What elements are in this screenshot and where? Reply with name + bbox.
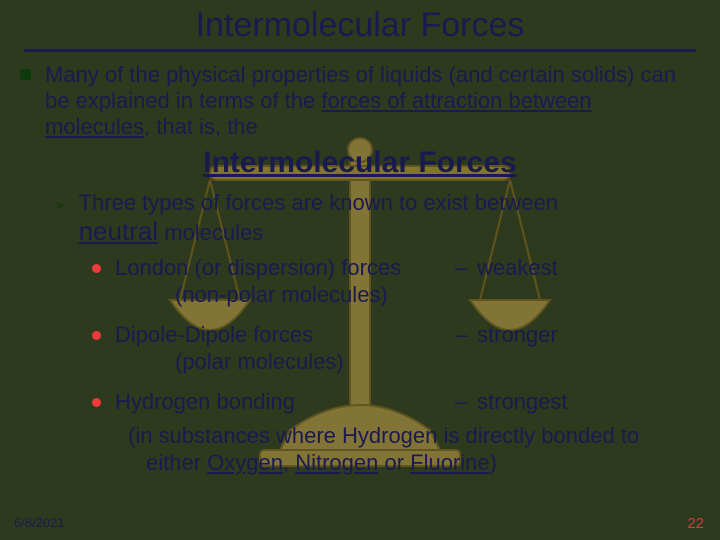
dash: – [455, 322, 477, 348]
list-item: Dipole-Dipole forces (polar molecules) –… [92, 322, 700, 375]
subintro-text: Three types of forces are known to exist… [79, 190, 558, 248]
slide-footer: 6/8/2021 22 [14, 515, 704, 532]
dot-bullet-icon [92, 331, 101, 340]
footer-date: 6/8/2021 [14, 515, 65, 532]
subintro-line1: Three types of forces are known to exist… [79, 190, 558, 215]
note-fluorine: Fluorine [410, 450, 489, 475]
slide-title: Intermolecular Forces [24, 6, 696, 52]
force-name-0: London (or dispersion) forces [115, 255, 401, 280]
subheading: Intermolecular Forces [20, 146, 700, 180]
list-item: London (or dispersion) forces (non-polar… [92, 255, 700, 308]
intro-text: Many of the physical properties of liqui… [45, 62, 700, 140]
subintro-row: ➢ Three types of forces are known to exi… [54, 190, 700, 248]
note-p4: ) [490, 450, 497, 475]
note-p3: or [378, 450, 410, 475]
neutral-word: neutral [79, 216, 159, 246]
forces-list: London (or dispersion) forces (non-polar… [92, 255, 700, 415]
force-strength-1: stronger [477, 322, 700, 348]
square-bullet-icon [20, 69, 31, 80]
dot-bullet-icon [92, 398, 101, 407]
intro-after: , that is, the [144, 114, 258, 139]
note-oxygen: Oxygen [207, 450, 283, 475]
list-item: Hydrogen bonding – strongest [92, 389, 700, 415]
hydrogen-note: (in substances where Hydrogen is directl… [104, 423, 700, 476]
subintro-after: molecules [158, 220, 263, 245]
dash: – [455, 389, 477, 415]
force-sub-1: (polar molecules) [115, 349, 455, 375]
footer-page-number: 22 [687, 515, 704, 532]
dash: – [455, 255, 477, 281]
force-name-1: Dipole-Dipole forces [115, 322, 313, 347]
note-nitrogen: Nitrogen [295, 450, 378, 475]
force-name-2: Hydrogen bonding [115, 389, 295, 414]
dot-bullet-icon [92, 264, 101, 273]
arrow-bullet-icon: ➢ [54, 196, 67, 214]
force-strength-0: weakest [477, 255, 700, 281]
force-strength-2: strongest [477, 389, 700, 415]
intro-row: Many of the physical properties of liqui… [20, 62, 700, 140]
force-sub-0: (non-polar molecules) [115, 282, 455, 308]
note-p2: , [283, 450, 295, 475]
